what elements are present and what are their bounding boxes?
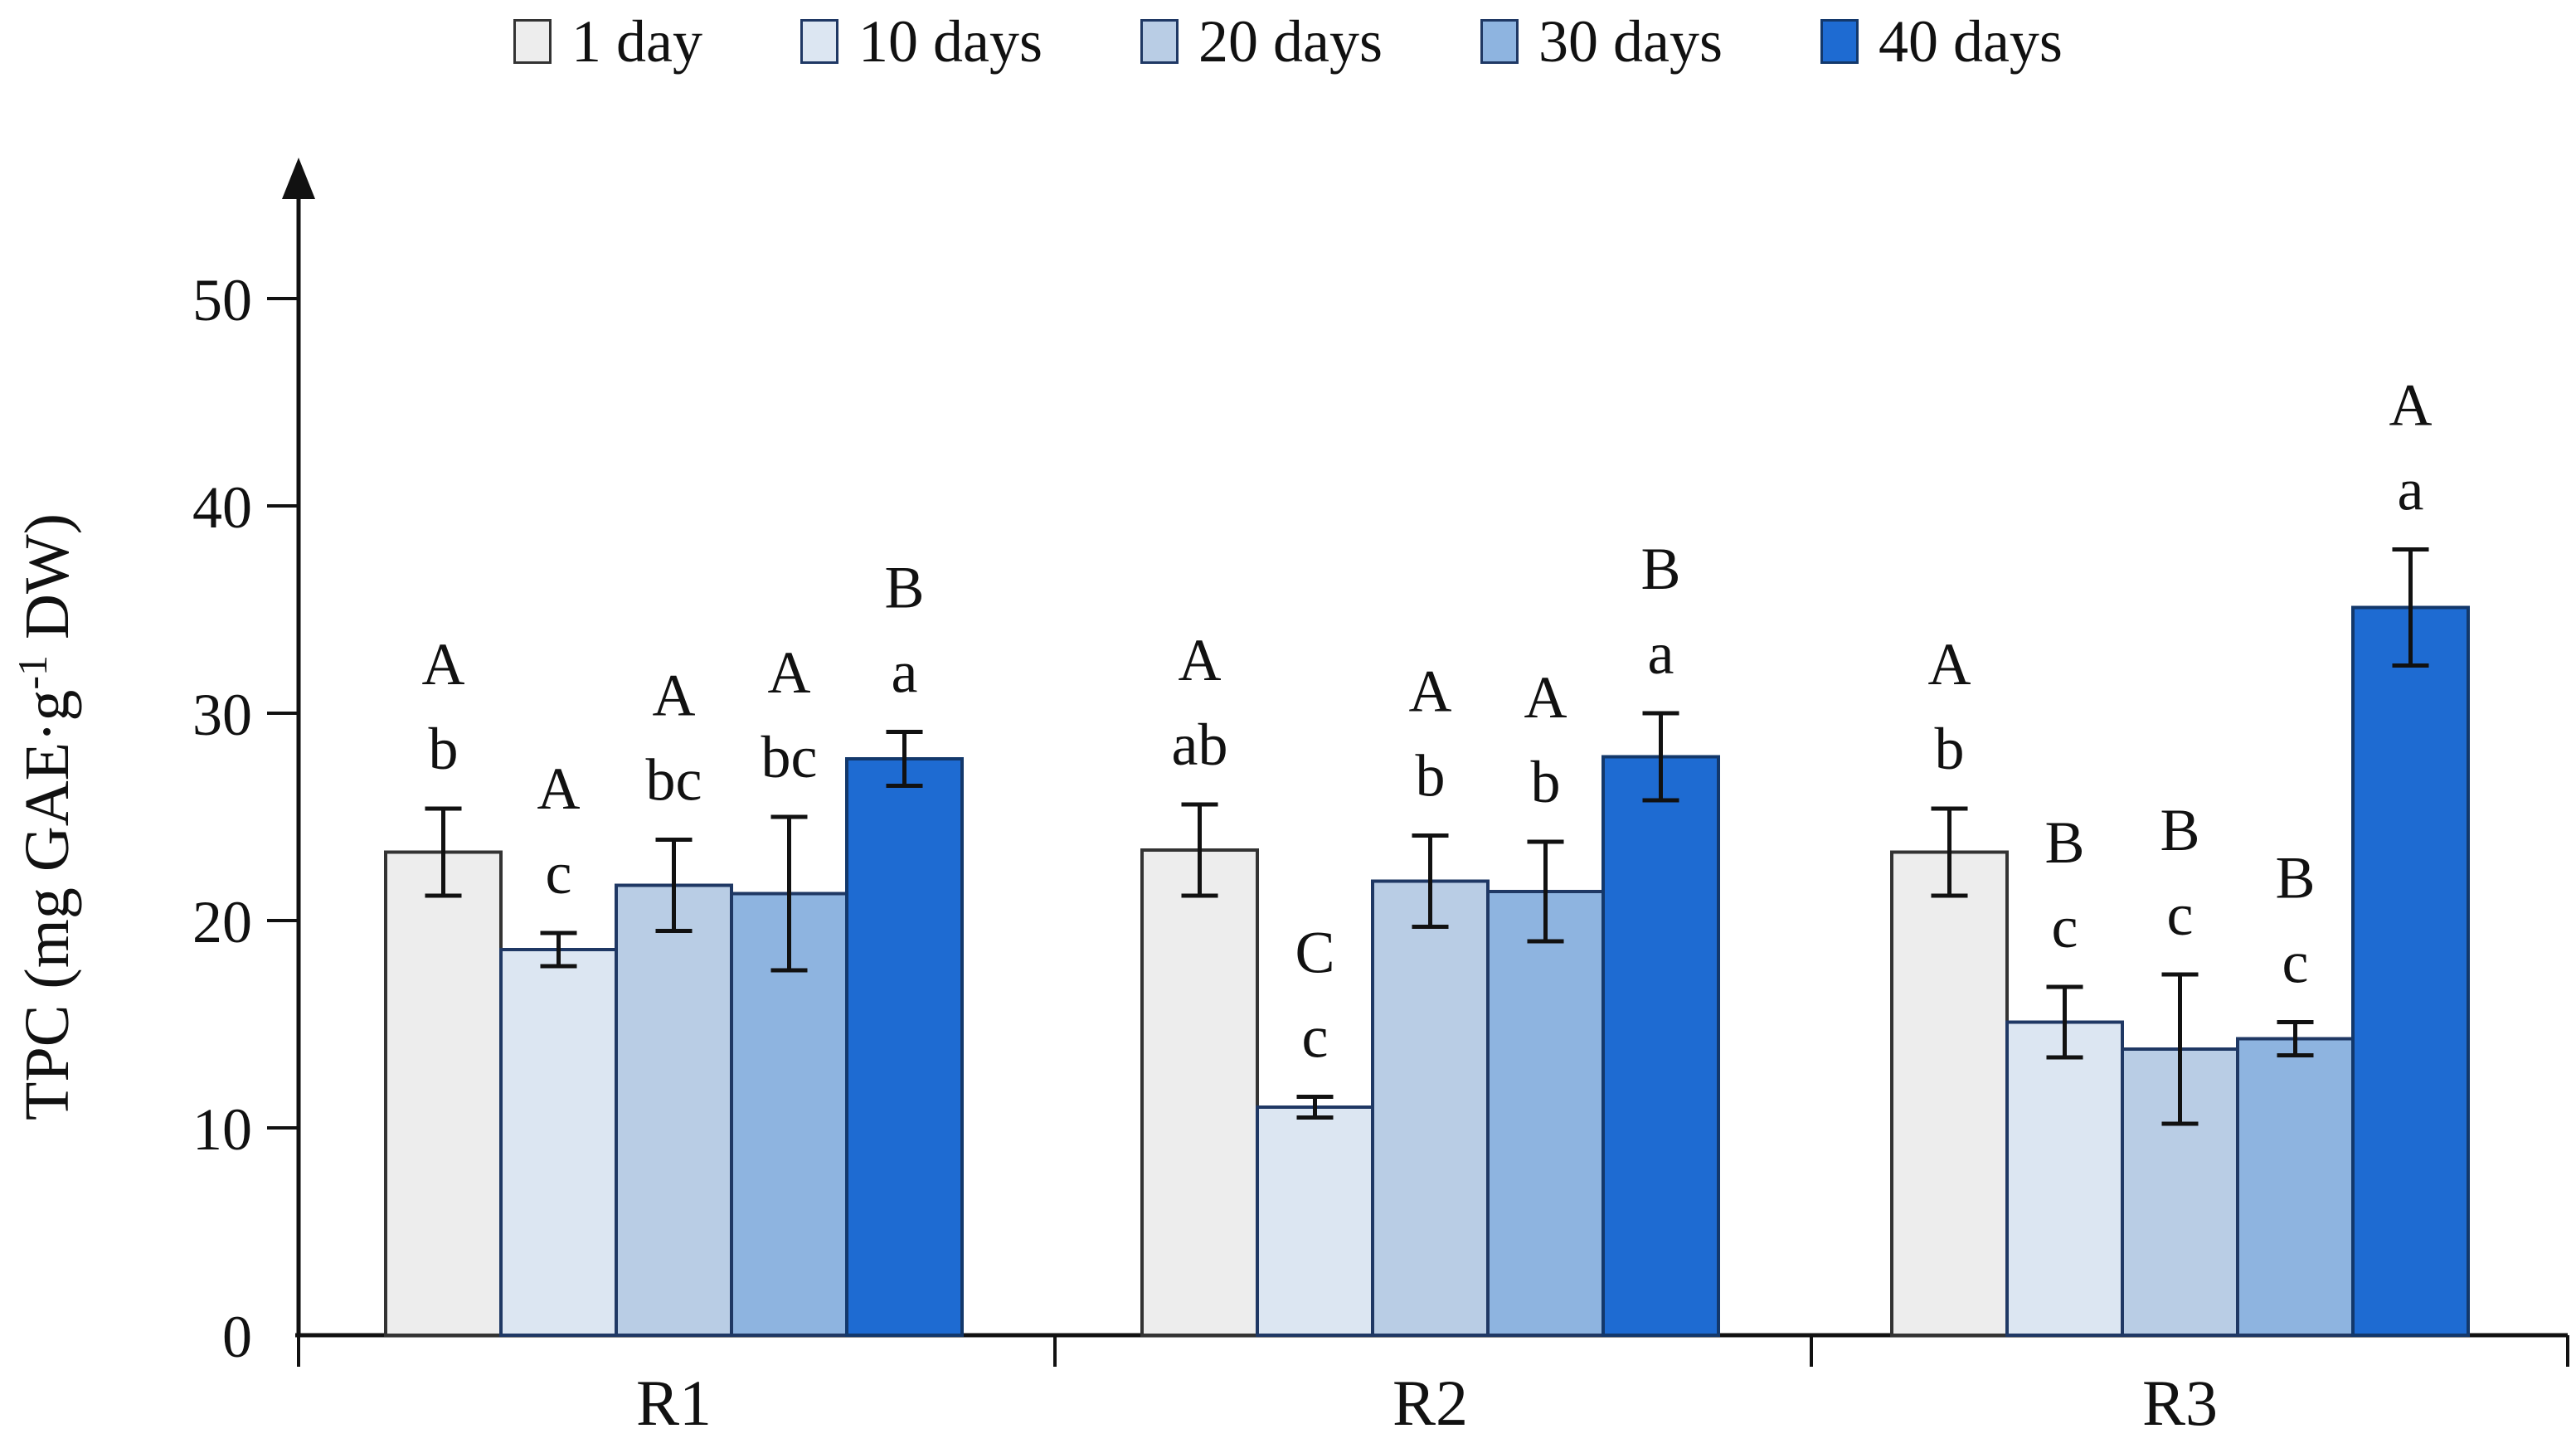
y-tick-label: 20 (192, 889, 252, 955)
legend-label: 10 days (858, 8, 1043, 75)
legend-label: 30 days (1538, 8, 1723, 75)
sig-letter-lower: a (1648, 620, 1674, 687)
bar-R3-1-day (1890, 850, 2009, 1337)
bar-R3-40-days (2351, 605, 2470, 1337)
sig-letter-lower: b (1531, 749, 1561, 815)
sig-letter-upper: C (1295, 920, 1334, 986)
bar-R2-1-day (1140, 848, 1259, 1337)
y-axis-title: TPC (mg GAE·g-1 DW) (9, 513, 82, 1120)
sig-letter-lower: c (1302, 1004, 1329, 1071)
sig-letter-upper: B (884, 555, 924, 621)
bar-R2-10-days (1256, 1105, 1374, 1337)
sig-letter-upper: A (653, 663, 696, 729)
bar-R1-10-days (499, 948, 618, 1337)
bar-R2-40-days (1601, 755, 1720, 1337)
sig-letter-upper: A (1524, 664, 1567, 731)
sig-letter-lower: a (892, 639, 918, 706)
y-tick-label: 40 (192, 474, 252, 541)
sig-letter-lower: bc (646, 747, 702, 814)
bar-R3-30-days (2236, 1037, 2355, 1337)
sig-letter-upper: A (422, 631, 465, 697)
legend-label: 20 days (1198, 8, 1383, 75)
bar-R1-1-day (384, 850, 503, 1337)
legend-swatch-icon (1480, 19, 1519, 64)
y-axis-arrow-icon (282, 158, 315, 199)
sig-letter-lower: c (2282, 930, 2309, 996)
legend-swatch-icon (513, 19, 552, 64)
sig-letter-upper: A (768, 639, 811, 706)
sig-letter-upper: A (1928, 631, 1971, 697)
sig-letter-lower: b (1935, 716, 1965, 782)
y-tick-label: 30 (192, 682, 252, 748)
sig-letter-lower: ab (1172, 712, 1228, 778)
x-category-label: R3 (2142, 1367, 2218, 1439)
legend-label: 1 day (571, 8, 703, 75)
bar-R2-20-days (1371, 879, 1490, 1337)
sig-letter-lower: c (2052, 894, 2078, 960)
legend-swatch-icon (800, 19, 839, 64)
legend-item-10-days: 10 days (800, 12, 1043, 71)
sig-letter-upper: A (1179, 627, 1222, 693)
sig-letter-upper: B (1640, 536, 1680, 602)
x-category-label: R1 (636, 1367, 712, 1439)
legend-swatch-icon (1820, 19, 1859, 64)
legend-swatch-icon (1140, 19, 1179, 64)
legend-item-30-days: 30 days (1480, 12, 1723, 71)
sig-letter-lower: b (1416, 743, 1446, 809)
y-tick-label: 50 (192, 267, 252, 333)
legend-label: 40 days (1878, 8, 2063, 75)
bar-R3-10-days (2005, 1020, 2124, 1337)
legend-item-20-days: 20 days (1140, 12, 1383, 71)
sig-letter-upper: B (2160, 797, 2199, 863)
legend-item-1-day: 1 day (513, 12, 702, 71)
sig-letter-upper: A (2389, 372, 2433, 439)
bar-R2-30-days (1486, 890, 1605, 1337)
sig-letter-upper: B (2044, 809, 2084, 876)
sig-letter-lower: c (2167, 882, 2194, 948)
chart-legend: 1 day 10 days 20 days 30 days 40 days (0, 12, 2576, 71)
sig-letter-upper: A (1409, 658, 1452, 725)
sig-letter-lower: b (429, 716, 459, 782)
sig-letter-upper: A (537, 756, 581, 822)
sig-letter-lower: c (546, 840, 572, 906)
x-category-label: R2 (1392, 1367, 1468, 1439)
legend-item-40-days: 40 days (1820, 12, 2063, 71)
sig-letter-lower: a (2398, 457, 2424, 523)
bar-R1-40-days (845, 757, 964, 1337)
sig-letter-lower: bc (761, 724, 818, 790)
bar-R1-20-days (615, 883, 733, 1337)
y-tick-label: 0 (222, 1304, 252, 1370)
sig-letter-upper: B (2275, 845, 2315, 911)
y-tick-label: 10 (192, 1096, 252, 1163)
